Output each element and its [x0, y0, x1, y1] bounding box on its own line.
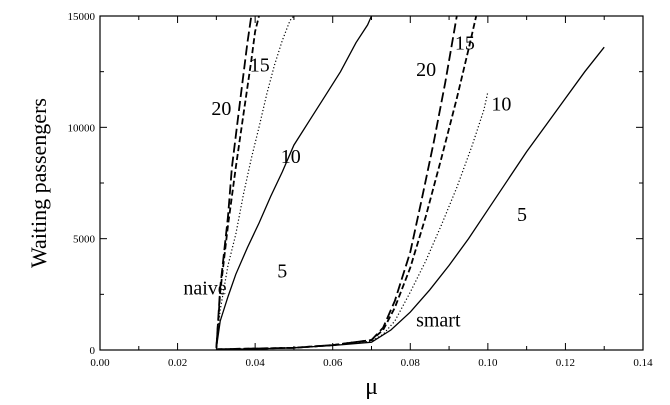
- x-tick-label: 0.12: [556, 357, 575, 369]
- y-axis-title: Waiting passengers: [26, 98, 51, 268]
- x-tick-label: 0.02: [168, 357, 187, 369]
- label-smart-20: 20: [416, 59, 436, 81]
- series-line-naive-15: [215, 15, 260, 348]
- label-naive-15: 15: [250, 55, 270, 77]
- series-line-naive-20: [215, 15, 253, 348]
- x-tick-label: 0.00: [90, 357, 110, 369]
- label-naive-20: 20: [211, 98, 231, 120]
- x-axis-title: μ: [365, 374, 378, 400]
- x-tick-label: 0.08: [401, 357, 421, 369]
- label-smart-15: 15: [455, 32, 475, 54]
- y-tick-label: 10000: [68, 122, 96, 134]
- x-tick-label: 0.04: [246, 357, 266, 369]
- label-naive-5: 5: [277, 261, 287, 283]
- y-tick-label: 15000: [68, 11, 96, 23]
- label-naive-10: 10: [281, 146, 301, 168]
- series-line-smart-15: [216, 15, 478, 351]
- x-tick-label: 0.10: [478, 357, 498, 369]
- label-naive: naive: [183, 277, 226, 299]
- y-tick-label: 0: [90, 345, 96, 357]
- x-tick-label: 0.06: [323, 357, 343, 369]
- label-smart-10: 10: [491, 94, 511, 116]
- label-smart: smart: [416, 310, 461, 332]
- series-line-naive-5: [215, 15, 373, 348]
- y-tick-label: 5000: [73, 234, 96, 246]
- plot-frame: [99, 15, 644, 351]
- series-line-naive-10: [215, 15, 295, 348]
- label-smart-5: 5: [517, 204, 527, 226]
- series-line-smart-20: [216, 15, 458, 351]
- series-line-smart-5: [216, 46, 605, 350]
- x-tick-label: 0.14: [633, 357, 653, 369]
